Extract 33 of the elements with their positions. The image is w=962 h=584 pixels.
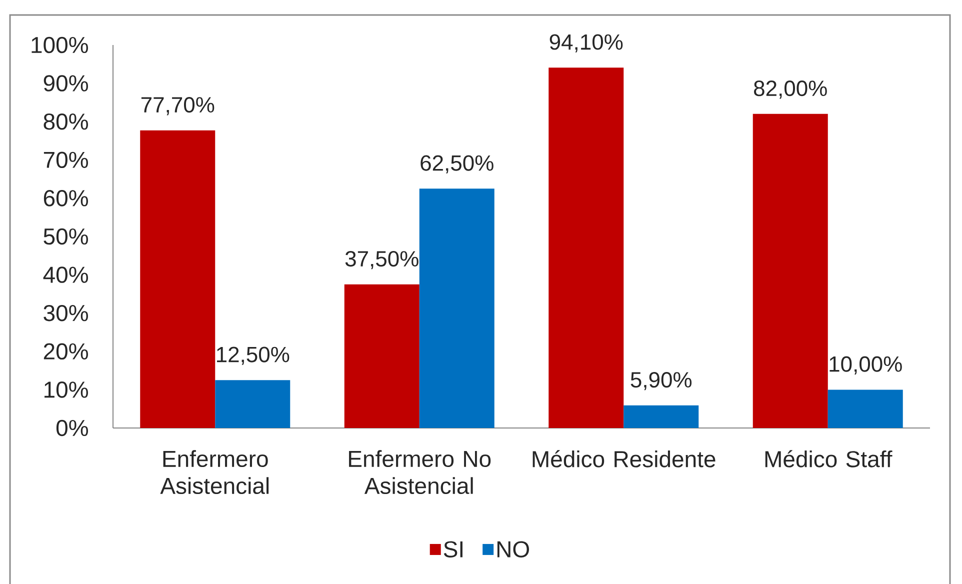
bar (624, 405, 699, 428)
legend-label: SI (444, 541, 462, 558)
bar (344, 284, 420, 428)
data-label: 77,70% (141, 97, 214, 116)
x-tick-label: Enfermero Asistencial (160, 450, 269, 494)
bar (828, 390, 903, 428)
y-tick-label: 60% (44, 190, 88, 206)
y-tick-label: 70% (44, 152, 88, 168)
y-tick-label: 40% (43, 266, 88, 283)
x-tick-label: Enfermero No Asistencial (349, 450, 491, 494)
data-label: 12,50% (217, 346, 290, 365)
data-label: 5,90% (630, 372, 692, 390)
y-tick-label: 50% (44, 228, 88, 245)
y-tick-label: 100% (32, 36, 88, 54)
y-tick-label: 90% (44, 75, 88, 92)
y-tick-label: 0% (56, 420, 88, 436)
bar (419, 188, 494, 428)
y-tick-label: 30% (44, 304, 88, 322)
data-label: 62,50% (420, 155, 494, 174)
x-tick-label: Médico Residente (532, 450, 716, 468)
data-label: 82,00% (754, 80, 827, 99)
bar (548, 68, 624, 428)
bar (752, 114, 828, 428)
bar (215, 380, 290, 428)
data-label: 94,10% (550, 34, 623, 52)
bar (140, 130, 216, 428)
x-tick-label: Médico Staff (765, 450, 892, 468)
y-tick-label: 20% (44, 343, 88, 360)
data-label: 10,00% (830, 356, 902, 374)
y-tick-label: 80% (44, 113, 88, 130)
data-label: 37,50% (345, 250, 418, 270)
legend-label: NO (497, 541, 529, 558)
y-tick-label: 10% (44, 382, 88, 398)
